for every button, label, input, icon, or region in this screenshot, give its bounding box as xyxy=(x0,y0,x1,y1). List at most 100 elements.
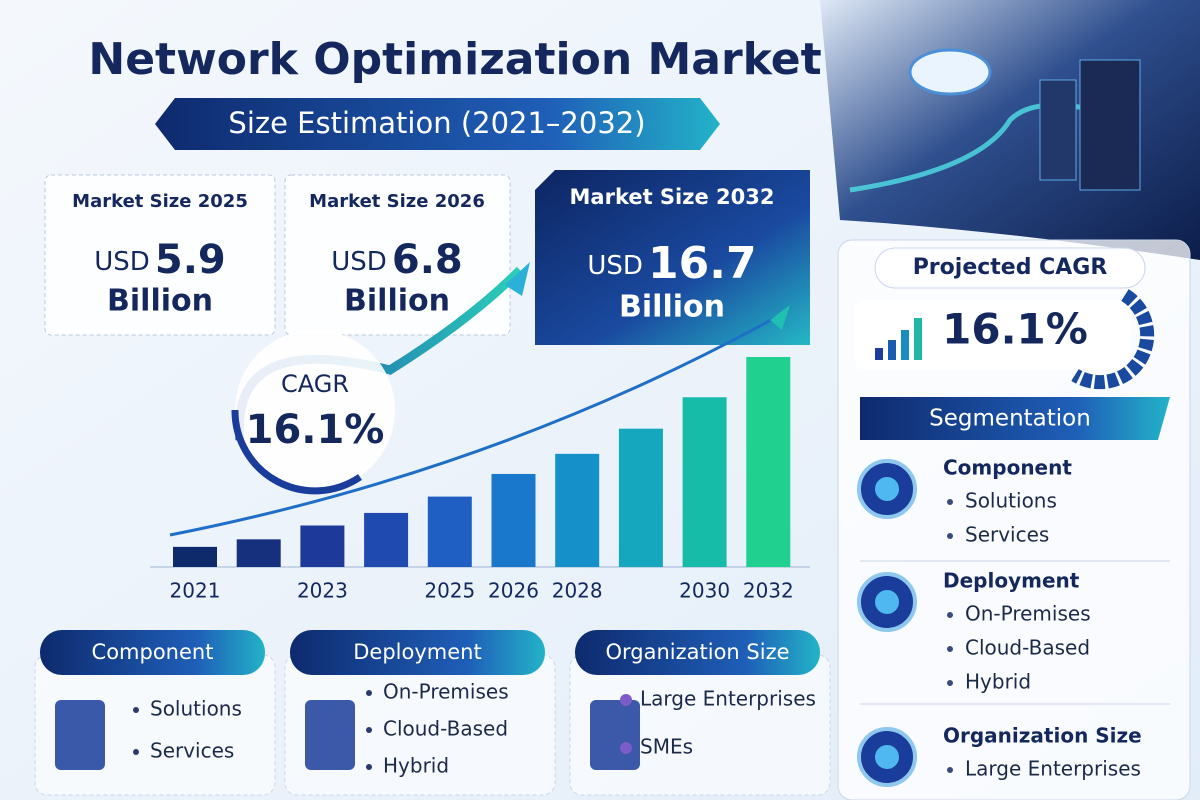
subtitle-pill xyxy=(155,98,720,150)
bullet xyxy=(947,612,953,618)
bullet xyxy=(366,727,372,733)
bullet xyxy=(947,680,953,686)
bottom-item: Large Enterprises xyxy=(640,687,816,711)
gauge xyxy=(1071,289,1155,390)
cloud-icon xyxy=(908,48,992,96)
stat-unit: Billion xyxy=(107,284,213,319)
x-tick-label: 2028 xyxy=(552,579,603,603)
stat-value: 16.7 xyxy=(648,238,757,289)
bottom-title: Component xyxy=(92,640,214,664)
bottom-title: Deployment xyxy=(353,640,481,664)
segment-title: Component xyxy=(943,456,1072,480)
segmentation-title: Segmentation xyxy=(929,406,1091,432)
bullet xyxy=(366,764,372,770)
title: Network Optimization Market xyxy=(88,34,821,85)
bottom-item: Cloud-Based xyxy=(383,717,508,741)
stat-card-highlight xyxy=(535,170,810,345)
cagr-value: 16.1% xyxy=(246,407,385,453)
segment-icon-core xyxy=(875,590,899,614)
bullet xyxy=(620,742,632,754)
bar xyxy=(682,397,727,567)
bottom-pill xyxy=(575,630,820,675)
bullet xyxy=(947,646,953,652)
bullet xyxy=(133,707,139,713)
segment-title: Deployment xyxy=(943,569,1080,593)
bar xyxy=(300,525,345,567)
bar xyxy=(491,473,536,567)
projected-box xyxy=(855,300,1130,370)
stat-amount: USD 16.7 xyxy=(587,238,756,289)
icon-bar xyxy=(875,348,883,360)
segmentation-list: Component Solutions Services Deployment On-P… xyxy=(857,456,1170,787)
projected-value: 16.1% xyxy=(942,305,1088,354)
bar xyxy=(427,496,472,567)
stat-value: 5.9 xyxy=(155,237,226,283)
server-rack xyxy=(1039,79,1077,181)
bar xyxy=(746,357,791,567)
bottom-item: SMEs xyxy=(640,735,693,759)
icon-bar xyxy=(914,318,922,360)
bar-chart: 2021 2023 2025 2026 2028 2030 2032 xyxy=(150,357,810,603)
segment-item: Hybrid xyxy=(965,670,1031,694)
bottom-item: Solutions xyxy=(150,697,242,721)
cagr-badge xyxy=(235,330,395,490)
bar xyxy=(364,512,409,567)
bottom-pill xyxy=(40,630,265,675)
projected-label: Projected CAGR xyxy=(913,255,1108,280)
bullet xyxy=(133,749,139,755)
segment-item: On-Premises xyxy=(965,602,1091,626)
bar xyxy=(555,453,600,567)
x-tick-label: 2026 xyxy=(488,579,539,603)
bottom-segments: Component Solutions Services Deployment On-P… xyxy=(34,630,831,796)
server-rack xyxy=(1079,59,1141,191)
segment-title: Organization Size xyxy=(943,724,1142,748)
stat-unit: Billion xyxy=(344,284,450,319)
stat-value: 6.8 xyxy=(392,237,463,283)
bullet xyxy=(366,690,372,696)
x-tick-label: 2032 xyxy=(743,579,794,603)
stat-card xyxy=(284,174,511,336)
cagr-ring xyxy=(231,409,362,495)
light-stream xyxy=(849,102,1131,193)
bar xyxy=(173,546,217,567)
segment-icon-core xyxy=(875,477,899,501)
bottom-icon xyxy=(305,700,355,770)
segment-icon-core xyxy=(875,745,899,769)
bullet xyxy=(947,499,953,505)
stat-label: Market Size 2026 xyxy=(309,191,485,212)
bullet xyxy=(947,767,953,773)
subtitle: Size Estimation (2021–2032) xyxy=(228,106,645,140)
bottom-title: Organization Size xyxy=(605,640,789,664)
stat-card xyxy=(44,174,276,336)
bottom-item: On-Premises xyxy=(383,680,509,704)
bottom-icon xyxy=(55,700,105,770)
bottom-item: Hybrid xyxy=(383,754,449,778)
bullet xyxy=(947,533,953,539)
trend-line xyxy=(169,313,781,537)
icon-bar xyxy=(901,330,909,360)
x-tick-label: 2030 xyxy=(679,579,730,603)
segment-item: Services xyxy=(965,523,1049,547)
stat-amount: USD 6.8 xyxy=(331,237,463,283)
segment-item: Cloud-Based xyxy=(965,636,1090,660)
bottom-pill xyxy=(290,630,545,675)
segment-item: Large Enterprises xyxy=(965,757,1141,781)
icon-bar xyxy=(888,340,896,360)
bottom-icon xyxy=(590,700,640,770)
segmentation-pill xyxy=(860,397,1170,440)
bar xyxy=(236,539,281,567)
projected-pill xyxy=(874,247,1146,289)
stat-label: Market Size 2025 xyxy=(72,191,248,212)
stat-unit: Billion xyxy=(619,290,725,325)
cagr-label: CAGR xyxy=(281,370,349,398)
arrow-head xyxy=(770,305,790,330)
stat-prefix: USD xyxy=(587,251,643,281)
bar xyxy=(618,428,663,567)
bottom-item: Services xyxy=(150,739,234,763)
stat-label: Market Size 2032 xyxy=(570,185,775,209)
x-tick-label: 2023 xyxy=(297,579,348,603)
stat-prefix: USD xyxy=(331,247,387,277)
arrow-head xyxy=(505,262,530,296)
